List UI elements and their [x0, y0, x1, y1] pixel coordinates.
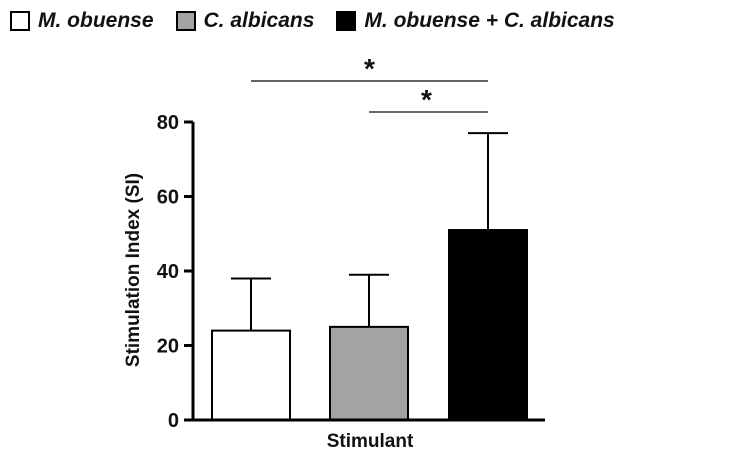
y-tick-label-20: 20 — [157, 336, 179, 358]
y-axis: 0 20 40 60 80 — [157, 112, 545, 432]
significance-layer: ** — [251, 53, 488, 115]
legend-item-combination: M. obuense + C. albicans — [336, 9, 615, 33]
bar-2 — [448, 229, 528, 421]
y-tick-label-40: 40 — [157, 261, 179, 283]
bars-layer — [211, 132, 528, 422]
y-axis-title: Stimulation Index (SI) — [123, 173, 144, 367]
legend-label-c-albicans: C. albicans — [203, 9, 315, 32]
legend-label-combination: M. obuense + C. albicans — [364, 9, 615, 32]
significance-star-1: * — [421, 84, 432, 115]
significance-star-0: * — [364, 53, 375, 84]
y-tick-label-80: 80 — [157, 112, 179, 134]
y-tick-label-0: 0 — [168, 410, 179, 432]
legend-swatch-m-obuense — [10, 11, 30, 31]
legend-swatch-c-albicans — [175, 11, 196, 31]
bar-1 — [329, 325, 409, 421]
legend-item-m-obuense: M. obuense — [10, 9, 154, 33]
bar-0 — [211, 329, 291, 422]
legend-swatch-combination — [336, 11, 357, 31]
legend: M. obuense C. albicans M. obuense + C. a… — [10, 6, 637, 36]
x-axis-title: Stimulant — [327, 431, 414, 452]
y-tick-label-60: 60 — [157, 187, 179, 209]
legend-item-c-albicans: C. albicans — [175, 9, 315, 33]
legend-label-m-obuense: M. obuense — [38, 9, 154, 32]
